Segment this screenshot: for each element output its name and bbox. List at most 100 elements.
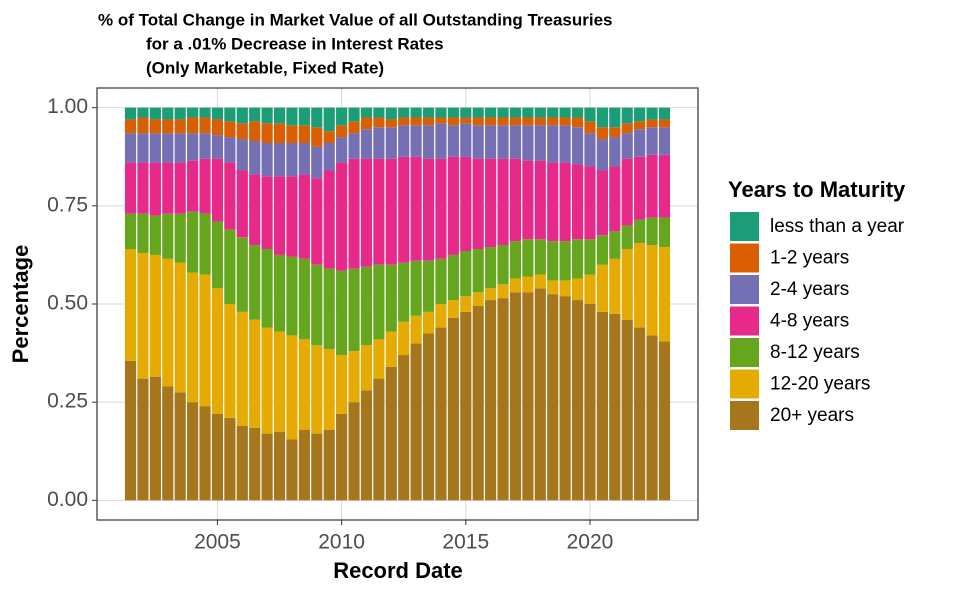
bar-segment bbox=[273, 331, 286, 432]
bar-segment bbox=[298, 339, 310, 430]
bar-segment bbox=[298, 107, 310, 126]
bar-segment bbox=[124, 213, 137, 250]
bar-segment bbox=[522, 292, 534, 501]
bar-segment bbox=[522, 239, 534, 277]
bar-segment bbox=[584, 274, 596, 304]
bar-segment bbox=[447, 317, 459, 501]
bar-segment bbox=[447, 125, 459, 157]
bar-segment bbox=[211, 158, 224, 222]
bar-segment bbox=[559, 162, 571, 242]
bar-segment bbox=[534, 107, 546, 118]
bar-segment bbox=[460, 250, 472, 297]
bar-segment bbox=[224, 107, 236, 122]
bar-segment bbox=[174, 133, 186, 163]
bar-segment bbox=[373, 107, 385, 118]
bar-segment bbox=[273, 176, 286, 255]
bar-segment bbox=[162, 162, 174, 214]
bar-segment bbox=[571, 107, 584, 118]
bar-segment bbox=[658, 217, 671, 248]
bar-segment bbox=[522, 125, 534, 161]
bar-segment bbox=[584, 133, 596, 167]
bar-segment bbox=[211, 119, 224, 136]
bar-segment bbox=[323, 268, 335, 350]
legend-label: less than a year bbox=[770, 216, 905, 237]
legend-title: Years to Maturity bbox=[728, 177, 906, 202]
bar-segment bbox=[634, 327, 646, 501]
bar-segment bbox=[658, 341, 671, 501]
bar-segment bbox=[149, 215, 161, 255]
bar-segment bbox=[621, 107, 633, 124]
x-tick-label: 2020 bbox=[567, 531, 614, 554]
bar-segment bbox=[634, 156, 646, 220]
bar-segment bbox=[286, 107, 298, 126]
bar-segment bbox=[447, 156, 459, 255]
bar-segment bbox=[435, 327, 447, 501]
bar-segment bbox=[286, 142, 298, 177]
bar-segment bbox=[596, 107, 608, 128]
bar-segment bbox=[360, 345, 373, 391]
bar-segment bbox=[485, 107, 497, 118]
bar-segment bbox=[298, 142, 310, 175]
bar-segment bbox=[273, 123, 286, 143]
bar-segment bbox=[323, 429, 335, 501]
bar-segment bbox=[385, 127, 397, 159]
bar-segment bbox=[485, 117, 497, 126]
bar-segment bbox=[249, 141, 261, 175]
bar-segment bbox=[174, 107, 186, 120]
bar-segment bbox=[534, 288, 546, 501]
bar-segment bbox=[422, 117, 435, 126]
bar-segment bbox=[447, 300, 459, 318]
bar-segment bbox=[298, 258, 310, 340]
bar-segment bbox=[348, 158, 360, 269]
bar-segment bbox=[311, 178, 323, 265]
bar-segment bbox=[373, 378, 385, 501]
x-tick-label: 2010 bbox=[318, 531, 365, 554]
legend-label: 12-20 years bbox=[770, 374, 870, 395]
bar-segment bbox=[646, 154, 658, 218]
bar-segment bbox=[522, 107, 534, 118]
legend-key bbox=[730, 212, 759, 241]
bar-segment bbox=[162, 107, 174, 120]
bar-segment bbox=[311, 264, 323, 346]
bar-segment bbox=[224, 137, 236, 163]
bar-segment bbox=[311, 345, 323, 434]
bar-segment bbox=[261, 249, 273, 328]
bar-segment bbox=[360, 107, 373, 118]
legend-label: 4-8 years bbox=[770, 311, 849, 332]
bar-segment bbox=[323, 349, 335, 430]
bar-segment bbox=[360, 129, 373, 159]
bar-segment bbox=[634, 129, 646, 157]
bar-segment bbox=[584, 166, 596, 240]
bar-segment bbox=[360, 158, 373, 267]
bar-segment bbox=[410, 315, 422, 344]
bar-segment bbox=[522, 117, 534, 126]
bar-segment bbox=[422, 333, 435, 501]
bar-segment bbox=[435, 117, 447, 124]
bar-segment bbox=[509, 107, 522, 118]
bar-segment bbox=[249, 427, 261, 501]
bar-segment bbox=[124, 133, 137, 163]
bar-segment bbox=[124, 162, 137, 214]
bar-segment bbox=[224, 229, 236, 304]
legend-key bbox=[730, 369, 759, 399]
bar-segment bbox=[373, 117, 385, 128]
bar-segment bbox=[609, 127, 621, 138]
bar-segment bbox=[385, 366, 397, 501]
bar-segment bbox=[373, 264, 385, 340]
bar-segment bbox=[658, 107, 671, 120]
bar-segment bbox=[509, 117, 522, 126]
bar-segment bbox=[472, 117, 484, 126]
bar-segment bbox=[522, 276, 534, 293]
bar-segment bbox=[187, 211, 199, 273]
bar-segment bbox=[398, 156, 410, 263]
bar-segment bbox=[249, 107, 261, 122]
bar-segment bbox=[422, 107, 435, 118]
bar-segment bbox=[149, 107, 161, 120]
bar-segment bbox=[658, 154, 671, 218]
bar-segment bbox=[385, 107, 397, 120]
bar-segment bbox=[286, 335, 298, 440]
bar-segment bbox=[634, 121, 646, 130]
bar-segment bbox=[236, 107, 248, 124]
bar-segment bbox=[261, 176, 273, 250]
bar-segment bbox=[286, 439, 298, 501]
